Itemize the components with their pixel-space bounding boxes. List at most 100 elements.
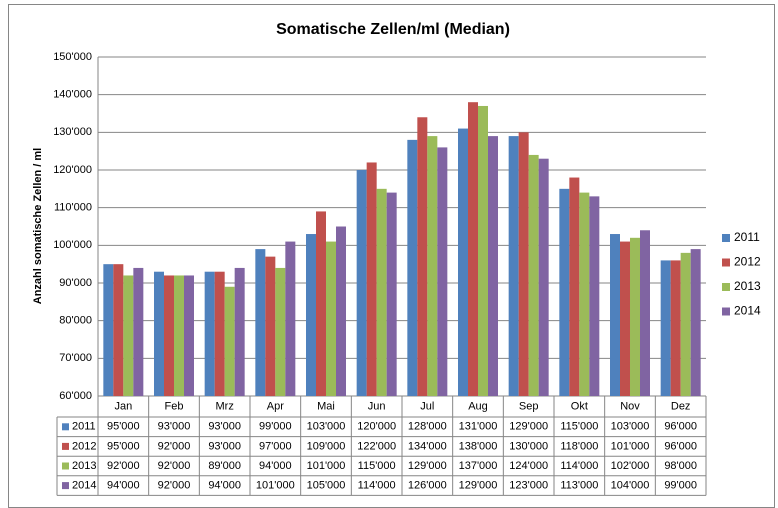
y-tick-label: 60'000 [59,390,92,402]
data-label: 114'000 [560,460,598,472]
bar [224,286,235,396]
x-tick-label: Okt [571,400,588,412]
bar [538,158,549,396]
bar [184,275,194,396]
data-label: 101'000 [611,440,650,452]
bar [417,117,428,397]
data-label: 96'000 [664,421,697,433]
data-label: 104'000 [611,480,650,492]
bar [488,136,498,396]
data-label: 130'000 [509,440,548,452]
data-label: 95'000 [107,421,140,433]
bar [306,234,316,396]
bar [660,260,671,396]
x-tick-label: Dez [671,400,691,412]
data-label: 99'000 [259,421,292,433]
table-series-name: 2012 [72,440,96,452]
data-label: 92'000 [158,460,191,472]
y-tick-label: 90'000 [59,277,92,289]
bar [234,267,245,396]
bar [366,162,377,396]
data-label: 94'000 [259,460,292,472]
bar [204,271,215,396]
bar [133,267,144,396]
x-tick-label: Jun [368,400,386,412]
bar [376,188,387,396]
bar [468,102,478,396]
data-label: 96'000 [664,440,697,452]
bar [478,105,488,396]
y-tick-label: 110'000 [54,202,92,214]
legend-label: 2011 [734,230,760,244]
data-label: 137'000 [459,460,498,472]
data-label: 124'000 [509,460,548,472]
data-label: 123'000 [509,480,548,492]
data-label: 102'000 [611,460,650,472]
bar [275,267,286,396]
chart-title: Somatische Zellen/ml (Median) [276,21,510,38]
data-label: 138'000 [459,440,498,452]
bar [214,271,225,396]
table-legend-key [62,482,69,490]
bar [316,211,326,396]
bar [518,132,529,397]
data-label: 115'000 [358,460,396,472]
bar [386,192,397,396]
bar [630,237,640,396]
legend-label: 2014 [734,304,761,318]
data-label: 109'000 [307,440,346,452]
x-tick-label: Feb [165,400,184,412]
data-label: 93'000 [208,421,241,433]
data-label: 93'000 [208,440,241,452]
data-label: 93'000 [158,421,191,433]
x-tick-label: Nov [620,400,640,412]
y-tick-label: 100'000 [53,239,92,251]
legend-key [722,234,730,242]
data-label: 103'000 [307,421,346,433]
data-label: 118'000 [560,440,598,452]
bar [680,252,691,396]
bar [508,136,519,396]
x-tick-label: Mai [317,400,335,412]
data-label: 92'000 [158,440,191,452]
bar [427,136,438,396]
legend-key [722,258,730,267]
data-label: 128'000 [408,421,447,433]
bar [164,275,174,396]
table-legend-key [62,442,69,450]
bar [610,234,620,396]
data-label: 113'000 [560,480,598,492]
data-label: 94'000 [107,480,140,492]
table-series-name: 2014 [72,480,96,492]
bar [528,154,539,396]
y-tick-label: 140'000 [53,89,92,101]
data-label: 101'000 [256,480,295,492]
data-label: 134'000 [408,440,447,452]
bar [458,128,468,397]
data-label: 89'000 [208,460,241,472]
x-tick-label: Sep [519,400,539,412]
data-label: 92'000 [107,460,140,472]
bar [123,275,134,396]
data-label: 122'000 [357,440,396,452]
bar [407,139,418,396]
data-label: 98'000 [664,460,697,472]
data-label: 131'000 [459,421,498,433]
data-label: 103'000 [611,421,650,433]
x-tick-label: Mrz [216,400,234,412]
bar [670,260,681,396]
data-label: 97'000 [259,440,292,452]
y-tick-label: 130'000 [53,126,92,138]
bar [620,241,630,396]
table-legend-key [62,462,69,470]
data-label: 94'000 [208,480,241,492]
bar [103,264,114,396]
data-label: 129'000 [509,421,548,433]
data-label: 99'000 [664,480,697,492]
x-tick-label: Aug [468,400,488,412]
data-label: 105'000 [307,480,346,492]
bar [113,264,124,396]
bar [579,192,590,396]
